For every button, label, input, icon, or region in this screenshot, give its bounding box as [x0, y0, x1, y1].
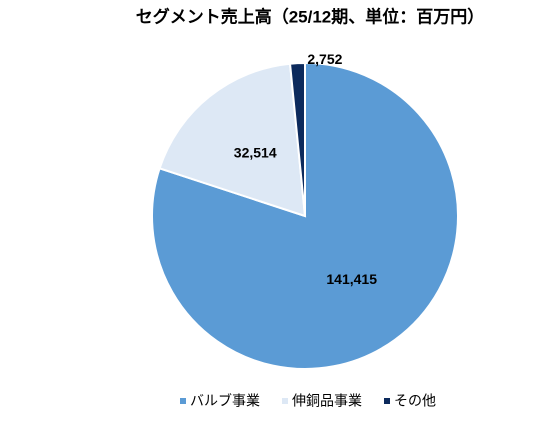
chart-title: セグメント売上高（25/12期、単位：百万円） [136, 6, 485, 26]
legend-label: 伸銅品事業 [292, 393, 362, 409]
legend-label: バルブ事業 [190, 393, 260, 409]
data-label: 32,514 [234, 145, 277, 161]
legend-marker [384, 398, 390, 404]
pie-slice [288, 61, 306, 217]
pie-slice [158, 62, 307, 218]
legend-label: その他 [394, 393, 436, 409]
data-label: 141,415 [326, 271, 377, 287]
legend-marker [282, 398, 288, 404]
data-label: 2,752 [307, 51, 342, 67]
legend-marker [180, 398, 186, 404]
